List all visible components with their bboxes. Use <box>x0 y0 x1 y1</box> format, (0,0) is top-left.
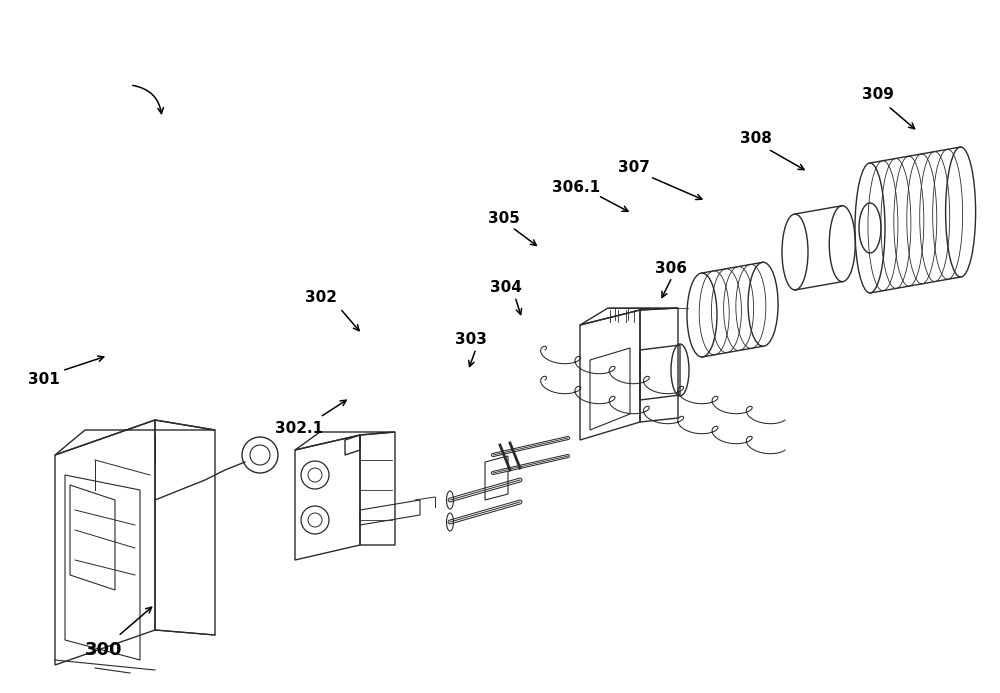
Text: 309: 309 <box>862 87 894 102</box>
Text: 308: 308 <box>740 131 772 146</box>
Text: 304: 304 <box>490 280 522 295</box>
FancyArrowPatch shape <box>133 85 163 114</box>
Text: 302.1: 302.1 <box>275 421 323 436</box>
Text: 303: 303 <box>455 332 487 347</box>
Text: 306: 306 <box>655 261 687 277</box>
Text: 300: 300 <box>85 641 122 659</box>
Text: 306.1: 306.1 <box>552 179 600 195</box>
Text: 301: 301 <box>28 372 60 387</box>
Text: 307: 307 <box>618 160 650 175</box>
Text: 305: 305 <box>488 211 520 226</box>
Text: 302: 302 <box>305 290 337 306</box>
